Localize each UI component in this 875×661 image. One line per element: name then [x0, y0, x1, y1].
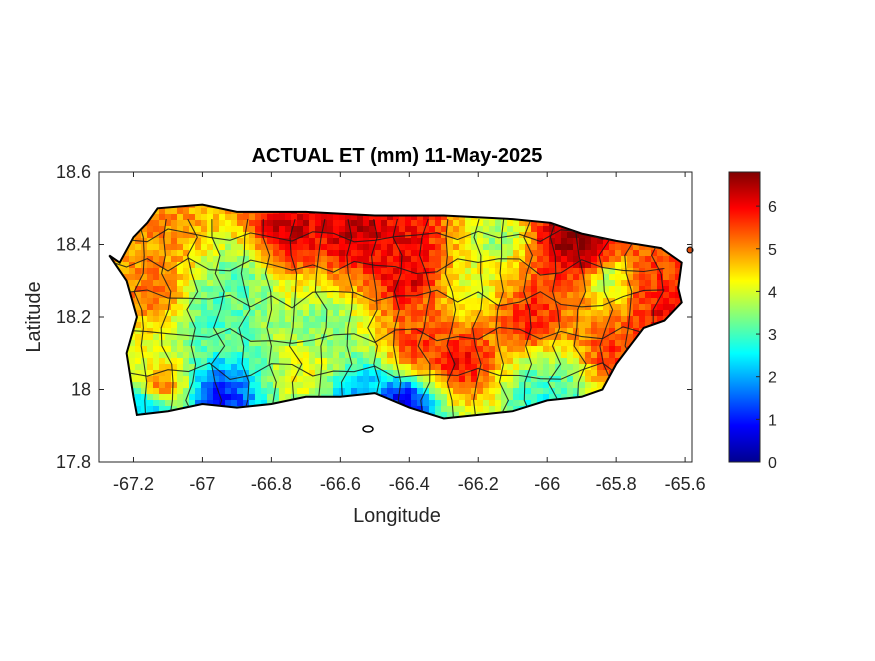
y-axis: 17.8 18 18.2 18.4 18.6: [56, 162, 692, 472]
chart-title: ACTUAL ET (mm) 11-May-2025: [252, 145, 543, 167]
x-tick-label: -67.2: [113, 474, 154, 494]
y-tick-label: 18.2: [56, 307, 91, 327]
colorbar-tick-label: 2: [768, 370, 777, 387]
x-tick-label: -66.2: [458, 474, 499, 494]
x-axis: -67.2 -67 -66.8 -66.6 -66.4 -66.2 -66 -65.8 -65.…: [113, 172, 706, 494]
colorbar-ticks: 0 1 2 3 4 5 6: [756, 199, 777, 472]
x-tick-label: -66.4: [389, 474, 430, 494]
x-axis-label: Longitude: [353, 505, 441, 527]
colorbar-tick-label: 4: [768, 284, 777, 301]
caja-de-muertos-islet: [362, 425, 374, 433]
x-tick-label: -65.8: [596, 474, 637, 494]
colorbar: [728, 171, 761, 463]
y-tick-label: 18: [71, 380, 91, 400]
colorbar-tick-label: 1: [768, 412, 777, 429]
x-tick-label: -66: [534, 474, 560, 494]
y-tick-label: 18.6: [56, 162, 91, 182]
colorbar-tick-label: 0: [768, 455, 777, 472]
colorbar-tick-label: 5: [768, 242, 777, 259]
x-tick-label: -67: [189, 474, 215, 494]
x-tick-label: -66.6: [320, 474, 361, 494]
x-tick-label: -66.8: [251, 474, 292, 494]
colorbar-tick-label: 6: [768, 199, 777, 216]
et-heatmap: [109, 204, 682, 419]
y-axis-label: Latitude: [23, 281, 45, 352]
island-outline: [108, 203, 683, 420]
x-tick-label: -65.6: [665, 474, 706, 494]
y-tick-label: 18.4: [56, 235, 91, 255]
y-tick-label: 17.8: [56, 452, 91, 472]
colorbar-tick-label: 3: [768, 327, 777, 344]
